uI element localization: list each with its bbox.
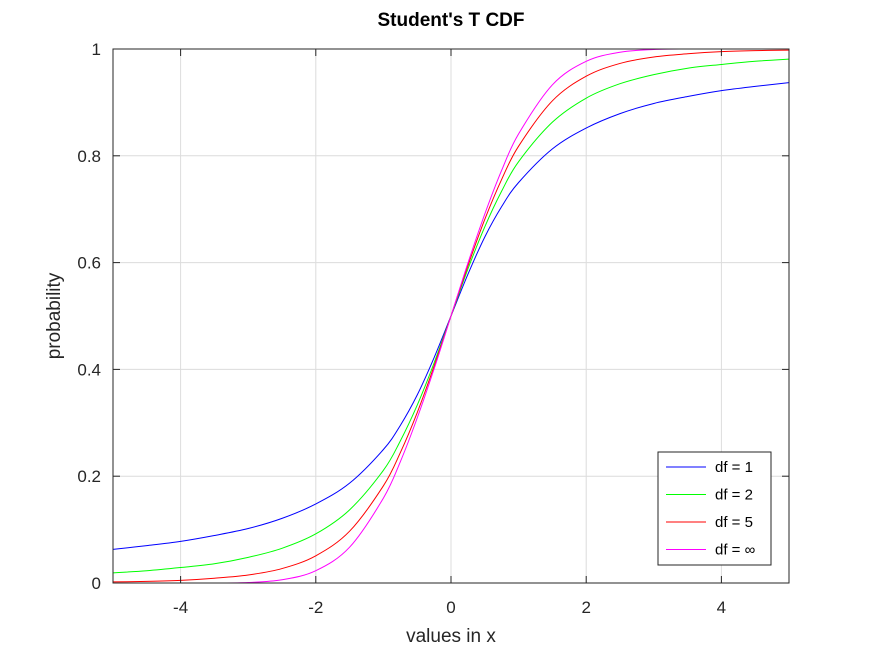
legend: df = 1 df = 2 df = 5 df = ∞ <box>657 451 772 566</box>
y-tick-label: 0.4 <box>77 360 101 379</box>
x-axis-label: values in x <box>406 626 496 647</box>
x-tick-label: 4 <box>717 598 726 617</box>
x-tick-label: -2 <box>308 598 323 617</box>
y-tick-label: 0.8 <box>77 147 101 166</box>
chart-title: Student's T CDF <box>377 10 524 31</box>
axis-ticks: -4 -2 0 2 4 0 0.2 0.4 0.6 0.8 1 <box>77 40 789 617</box>
legend-entry-label: df = ∞ <box>715 542 756 559</box>
y-tick-label: 0.2 <box>77 467 101 486</box>
legend-box <box>657 451 772 566</box>
x-tick-label: 2 <box>581 598 590 617</box>
series-line-3 <box>113 48 789 584</box>
legend-entry-label: df = 5 <box>715 514 753 531</box>
series-lines <box>112 48 790 584</box>
y-tick-label: 1 <box>92 40 101 59</box>
legend-entry-label: df = 2 <box>715 487 753 504</box>
legend-entry-label: df = 1 <box>715 459 753 476</box>
y-axis-label: probability <box>44 272 65 359</box>
x-tick-label: -4 <box>173 598 188 617</box>
x-tick-label: 0 <box>446 598 455 617</box>
y-tick-label: 0.6 <box>77 254 101 273</box>
y-tick-label: 0 <box>92 574 101 593</box>
